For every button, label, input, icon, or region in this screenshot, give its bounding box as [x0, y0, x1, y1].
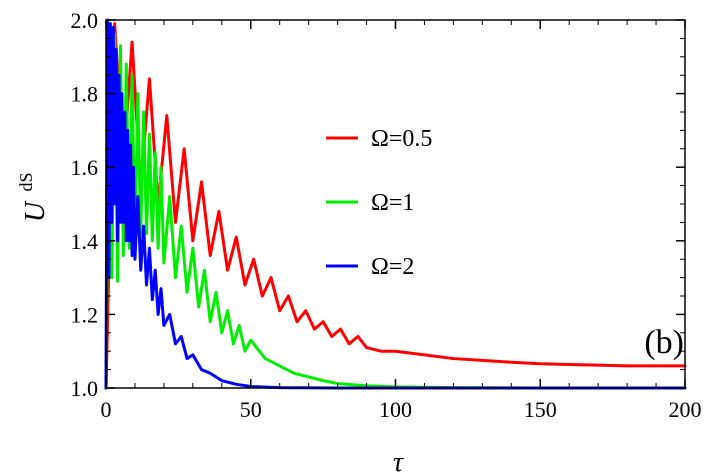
y-axis-title-superscript: dS — [16, 172, 36, 191]
y-axis-title: U dS — [16, 172, 51, 222]
legend: Ω=0.5 Ω=1 Ω=2 — [326, 126, 432, 280]
y-tick-label: 1.0 — [71, 376, 99, 401]
y-axis-title-main: U — [20, 200, 51, 222]
x-tick-label: 100 — [379, 397, 412, 422]
x-tick-label: 50 — [240, 397, 262, 422]
axis-layer: 0 50 100 150 200 1.0 1.2 1.4 1.6 1.8 2.0 — [71, 8, 702, 422]
x-tick-label: 0 — [101, 397, 112, 422]
legend-label-2: Ω=1 — [371, 190, 414, 216]
y-tick-label: 1.6 — [71, 155, 99, 180]
y-tick-label: 1.2 — [71, 302, 99, 327]
panel-label: (b) — [644, 324, 684, 361]
y-tick-label: 1.8 — [71, 82, 99, 107]
series-line-1 — [104, 22, 687, 390]
y-tick-label: 2.0 — [71, 8, 99, 33]
series-layer — [104, 18, 687, 390]
x-tick-label: 200 — [669, 397, 702, 422]
x-tick-label: 150 — [524, 397, 557, 422]
series-line-3 — [104, 18, 687, 390]
legend-label-1: Ω=0.5 — [371, 126, 432, 152]
legend-label-3: Ω=2 — [371, 254, 414, 280]
y-tick-label: 1.4 — [71, 229, 99, 254]
x-axis-title: τ — [393, 447, 404, 476]
